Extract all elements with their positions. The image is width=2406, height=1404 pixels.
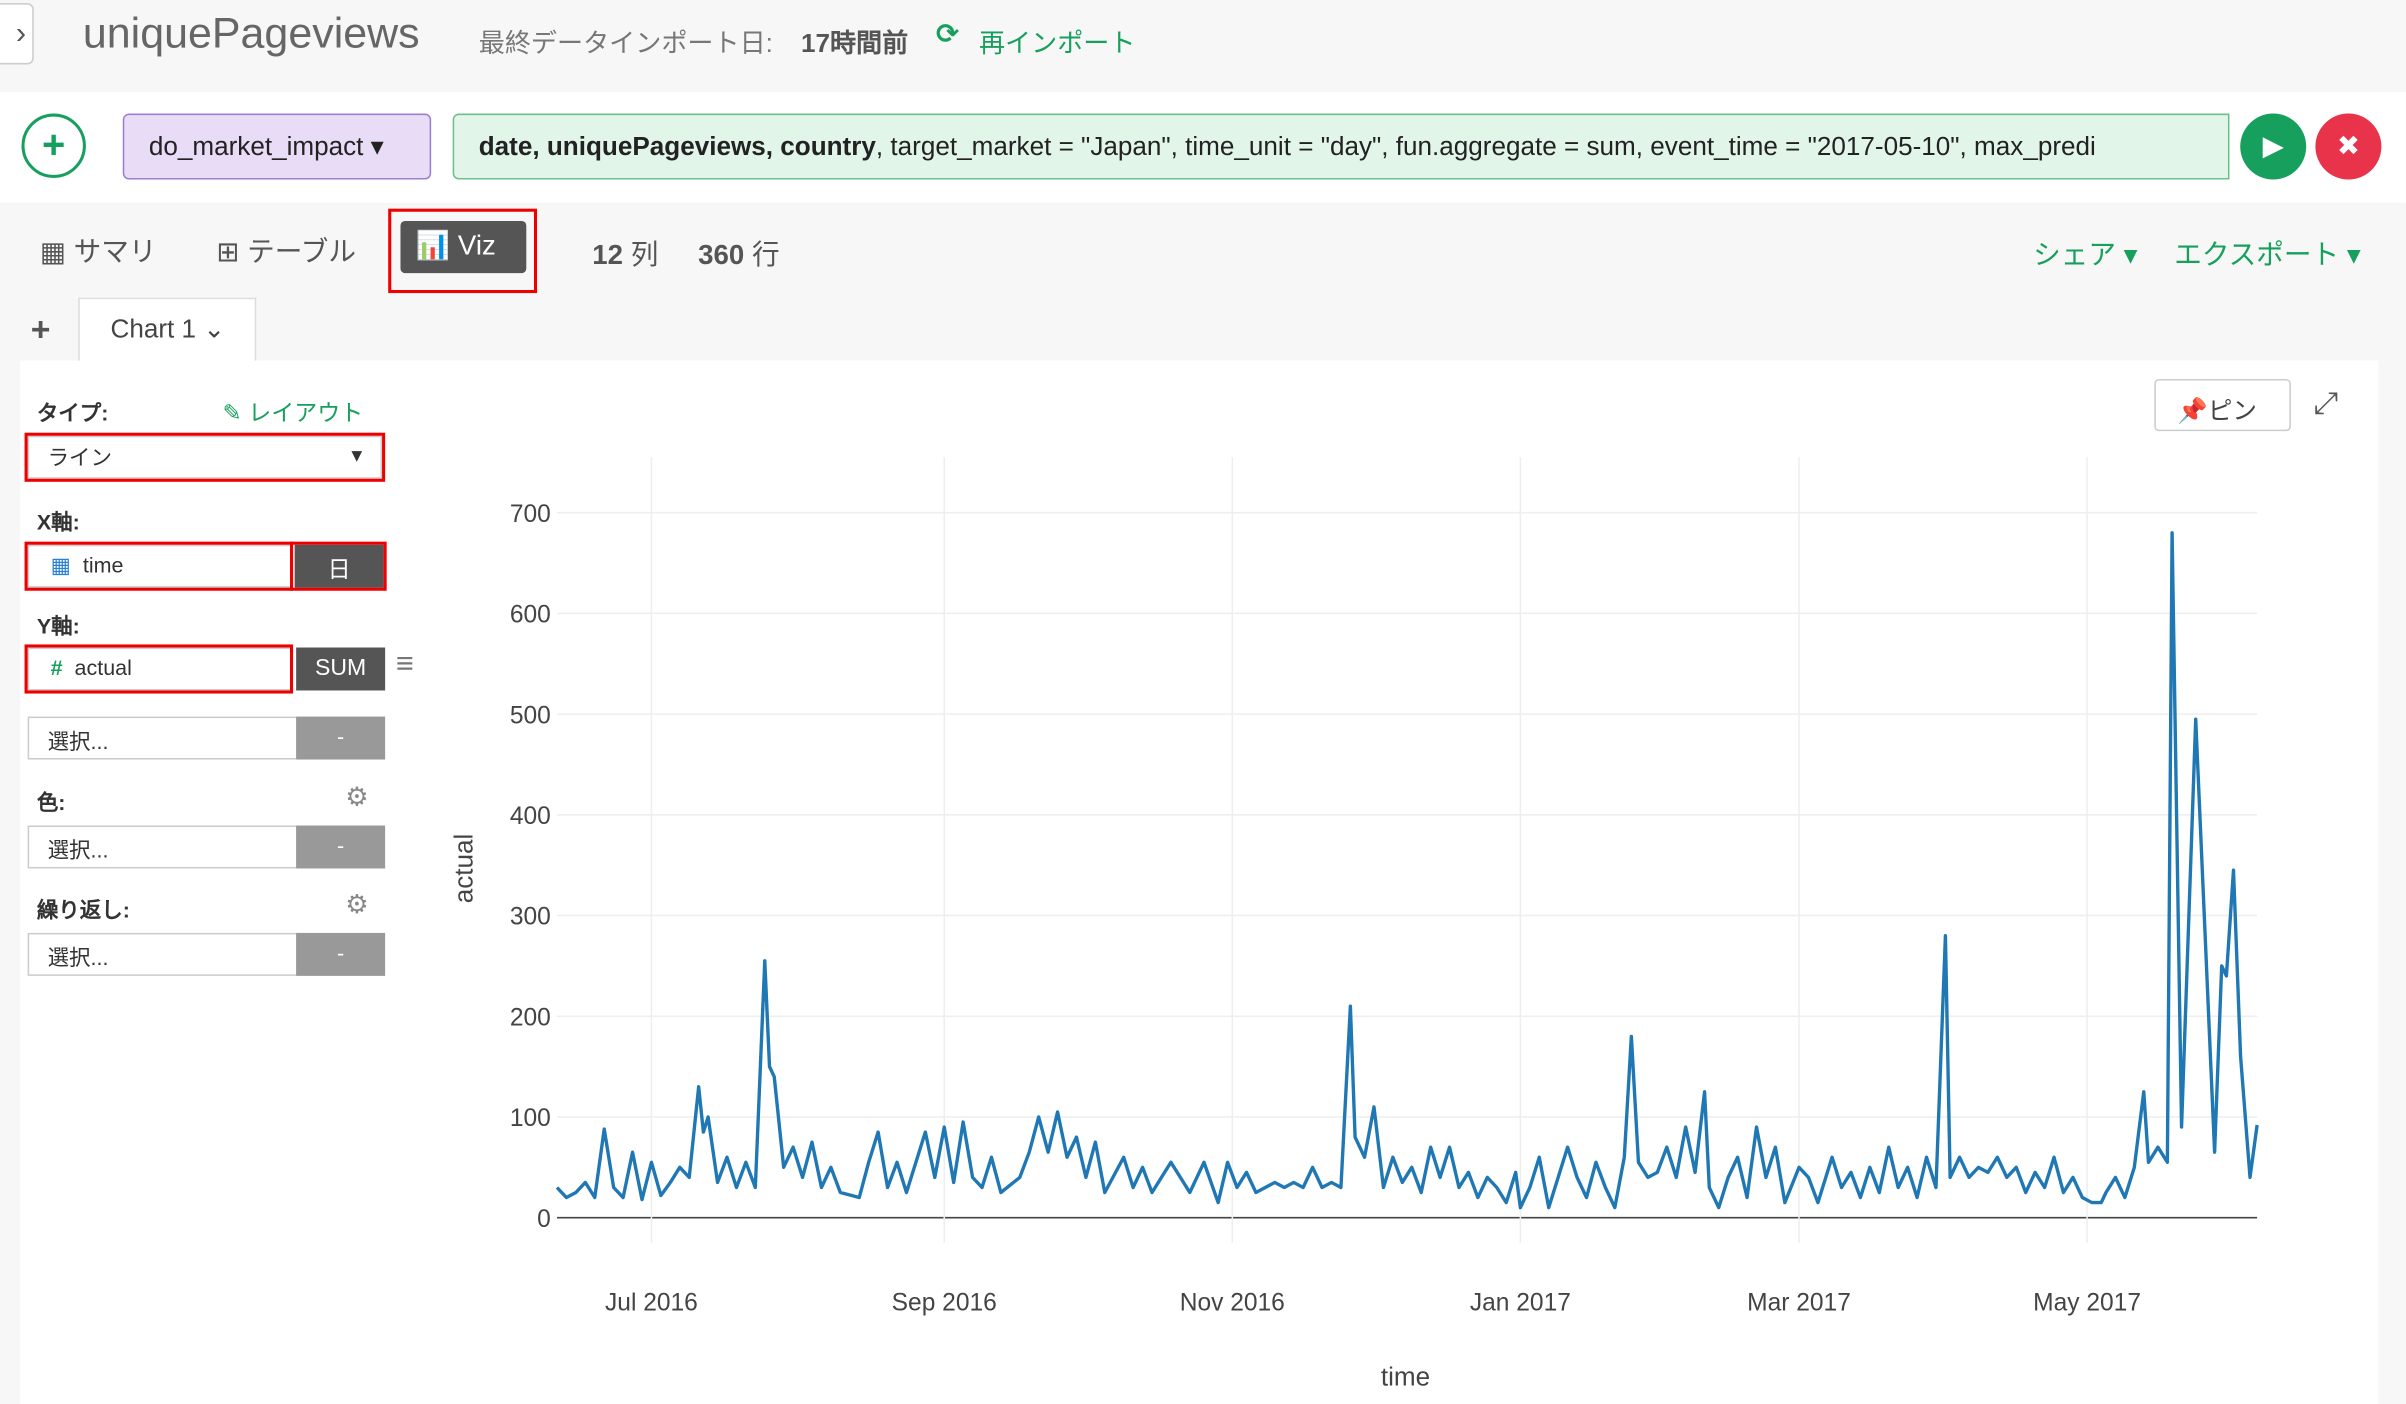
x-tick-label: Mar 2017 (1747, 1289, 1851, 1316)
x-unit[interactable]: 日 (294, 544, 384, 588)
reimport-link[interactable]: 再インポート (978, 29, 1136, 59)
y-tick-label: 500 (510, 702, 551, 729)
x-tick-label: May 2017 (2033, 1289, 2141, 1316)
add-chart[interactable]: + (30, 309, 51, 349)
row-unit: 行 (751, 239, 780, 271)
select-button[interactable]: - (296, 932, 386, 976)
y-tick-label: 0 (537, 1206, 551, 1233)
repeat-label: 繰り返し: (36, 897, 130, 923)
y-field-value: actual (74, 655, 132, 680)
select-box[interactable]: 選択... (27, 825, 298, 869)
chart-tab-label: Chart 1 (110, 314, 197, 344)
x-field[interactable]: ▦ time (27, 544, 292, 588)
x-tick-label: Jan 2017 (1470, 1289, 1571, 1316)
summary-tab[interactable]: ▦ サマリ (39, 236, 157, 267)
column-unit: 列 (630, 239, 659, 271)
page-title: uniquePageviews (82, 9, 420, 57)
share-label: シェア (2033, 239, 2116, 271)
y-tick-label: 600 (510, 602, 551, 629)
highlight (290, 541, 387, 591)
select-box[interactable]: 選択... (27, 932, 298, 976)
sidebar-toggle[interactable]: › (0, 3, 34, 65)
reimport-icon[interactable]: ⟳ (935, 18, 960, 50)
import-label: 最終データインポート日: (478, 29, 773, 59)
command-args[interactable]: date, uniquePageviews, country, target_m… (452, 113, 2230, 180)
summary-label: サマリ (73, 236, 157, 267)
run-button[interactable]: ▶ (2240, 113, 2307, 180)
y-field[interactable]: # actual (27, 647, 292, 691)
y-menu[interactable]: ≡ (395, 647, 414, 682)
x-axis-label: X軸: (36, 509, 80, 534)
x-field-value: time (82, 552, 124, 577)
x-tick-label: Sep 2016 (892, 1289, 997, 1316)
y-axis-label: Y軸: (36, 613, 80, 639)
share-menu[interactable]: シェア ▾ (2033, 239, 2138, 271)
select-button[interactable]: - (296, 825, 386, 869)
y-axis-title: actual (449, 834, 479, 904)
expand-button[interactable]: ⤢ (2313, 386, 2339, 421)
row-number: 360 (698, 239, 745, 271)
export-menu[interactable]: エクスポート ▾ (2174, 239, 2361, 271)
layout-label: レイアウト (248, 400, 364, 427)
select-button[interactable]: - (296, 716, 386, 760)
type-select[interactable]: ライン ▾ (27, 435, 383, 479)
y-tick-label: 100 (510, 1105, 551, 1132)
pin-button[interactable]: 📌ピン (2154, 378, 2291, 432)
args-rest: , target_market = "Japan", time_unit = "… (875, 131, 2096, 162)
cancel-button[interactable]: ✖ (2315, 113, 2382, 180)
x-tick-label: Nov 2016 (1180, 1289, 1285, 1316)
type-value: ライン (47, 444, 113, 470)
x-axis-title: time (1381, 1362, 1430, 1392)
export-label: エクスポート (2174, 239, 2340, 271)
highlight (388, 208, 538, 294)
highlight (24, 644, 294, 694)
type-label: タイプ: (36, 400, 109, 426)
viz-label: Viz (457, 230, 496, 261)
column-number: 12 (592, 239, 624, 271)
function-name: do_market_impact (148, 131, 364, 162)
y-tick-label: 700 (510, 501, 551, 528)
y-tick-label: 400 (510, 803, 551, 830)
function-select[interactable]: do_market_impact ▾ (122, 113, 432, 180)
chart-panel (19, 360, 2379, 1404)
viz-tab[interactable]: 📊 Viz (400, 220, 527, 274)
highlight (24, 432, 386, 482)
line-series (555, 531, 2259, 1210)
y-tick-label: 300 (510, 904, 551, 931)
y-aggregate[interactable]: SUM (296, 647, 386, 691)
args-bold: date, uniquePageviews, country (478, 131, 876, 162)
chart-tab[interactable]: Chart 1 ⌄ (78, 297, 257, 363)
gear-icon[interactable]: ⚙ (345, 889, 369, 920)
color-label: 色: (36, 790, 66, 815)
x-tick-label: Jul 2016 (605, 1289, 698, 1316)
gear-icon[interactable]: ⚙ (345, 782, 369, 812)
layout-link[interactable]: ✎ レイアウト (222, 400, 364, 427)
pin-label: ピン (2207, 398, 2258, 426)
select-box[interactable]: 選択... (27, 716, 298, 760)
column-count: 12 列 (592, 233, 658, 273)
table-label: テーブル (247, 236, 357, 267)
add-step[interactable]: + (21, 113, 86, 178)
table-tab[interactable]: ⊞ テーブル (216, 236, 357, 267)
import-time: 17時間前 (800, 29, 909, 59)
y-tick-label: 200 (510, 1004, 551, 1031)
row-count: 360 行 (698, 233, 779, 273)
